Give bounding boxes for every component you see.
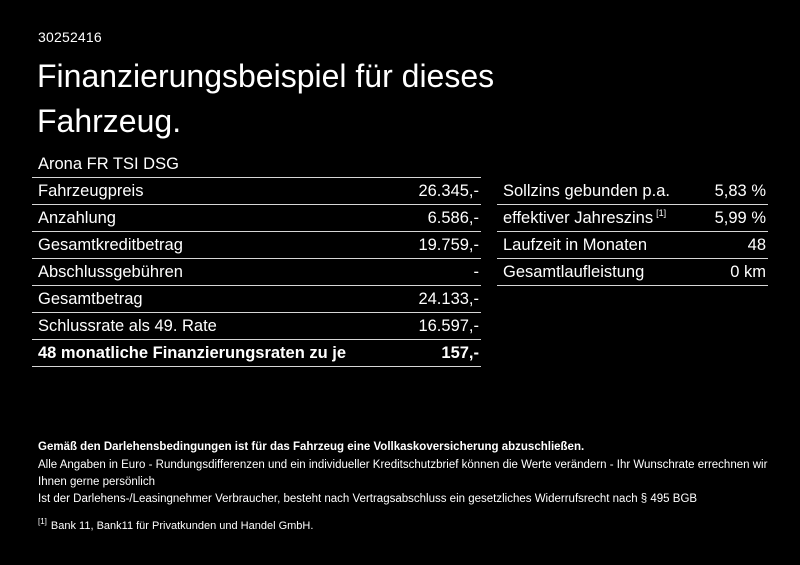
row-label: Anzahlung <box>38 208 116 227</box>
table-row-gesamtbetrag: Gesamtbetrag 24.133,- <box>32 286 481 313</box>
table-row-sollzins: Sollzins gebunden p.a. 5,83 % <box>497 178 768 205</box>
table-row-abschlussgebuehren: Abschlussgebühren - <box>32 259 481 286</box>
row-value: 16.597,- <box>418 316 479 335</box>
footer-line-euro-note: Alle Angaben in Euro - Rundungsdifferenz… <box>38 459 768 488</box>
row-label: Sollzins gebunden p.a. <box>503 181 670 200</box>
table-row-anzahlung: Anzahlung 6.586,- <box>32 205 481 232</box>
conditions-table: Sollzins gebunden p.a. 5,83 % effektiver… <box>497 178 768 286</box>
row-value: 19.759,- <box>418 235 479 254</box>
row-value: 24.133,- <box>418 289 479 308</box>
row-label: Gesamtbetrag <box>38 289 143 308</box>
row-label: Laufzeit in Monaten <box>503 235 648 254</box>
row-value: 0 km <box>730 262 766 281</box>
vehicle-model-row: Arona FR TSI DSG <box>32 151 481 178</box>
finance-tables-container: Arona FR TSI DSG Fahrzeugpreis 26.345,- … <box>32 151 768 367</box>
row-value: 5,83 % <box>714 181 766 200</box>
insurance-disclaimer: Gemäß den Darlehensbedingungen ist für d… <box>38 441 585 453</box>
row-label: 48 monatliche Finanzierungsraten zu je <box>38 343 347 362</box>
row-label: Gesamtkreditbetrag <box>38 235 183 254</box>
row-value: - <box>473 262 480 281</box>
table-row-effektiver-jahreszins: effektiver Jahreszins [1] 5,99 % <box>497 205 768 232</box>
bank-footnote: [1] Bank 11, Bank11 für Privatkunden und … <box>38 518 778 535</box>
row-label-text: effektiver Jahreszins <box>503 208 654 227</box>
table-row-gesamtkreditbetrag: Gesamtkreditbetrag 19.759,- <box>32 232 481 259</box>
row-label: effektiver Jahreszins [1] <box>503 209 666 228</box>
document-id: 30252416 <box>38 29 102 45</box>
row-value: 26.345,- <box>418 181 479 200</box>
table-row-gesamtlaufleistung: Gesamtlaufleistung 0 km <box>497 259 768 286</box>
row-value: 5,99 % <box>714 208 766 227</box>
finance-table: Arona FR TSI DSG Fahrzeugpreis 26.345,- … <box>32 151 481 367</box>
legal-footer: Gemäß den Darlehensbedingungen ist für d… <box>38 439 778 535</box>
footnote-text: Bank 11, Bank11 für Privatkunden und Han… <box>50 520 314 532</box>
row-label: Abschlussgebühren <box>38 262 183 281</box>
row-value: 48 <box>747 235 766 254</box>
footnote-reference: [1] <box>656 208 667 218</box>
table-row-monatsrate: 48 monatliche Finanzierungsraten zu je 1… <box>32 340 481 367</box>
row-value: 6.586,- <box>427 208 479 227</box>
footer-line-widerrufsrecht: Ist der Darlehens-/Leasingnehmer Verbrau… <box>38 493 698 505</box>
table-row-laufzeit: Laufzeit in Monaten 48 <box>497 232 768 259</box>
footnote-marker: [1] <box>38 517 47 527</box>
row-label: Schlussrate als 49. Rate <box>38 316 217 335</box>
row-label: Fahrzeugpreis <box>38 181 144 200</box>
table-row-fahrzeugpreis: Fahrzeugpreis 26.345,- <box>32 178 481 205</box>
vehicle-model: Arona FR TSI DSG <box>38 154 179 173</box>
page-title: Finanzierungsbeispiel für dieses Fahrzeu… <box>37 58 495 139</box>
row-label: Gesamtlaufleistung <box>503 262 645 281</box>
row-value: 157,- <box>441 343 479 362</box>
table-row-schlussrate: Schlussrate als 49. Rate 16.597,- <box>32 313 481 340</box>
